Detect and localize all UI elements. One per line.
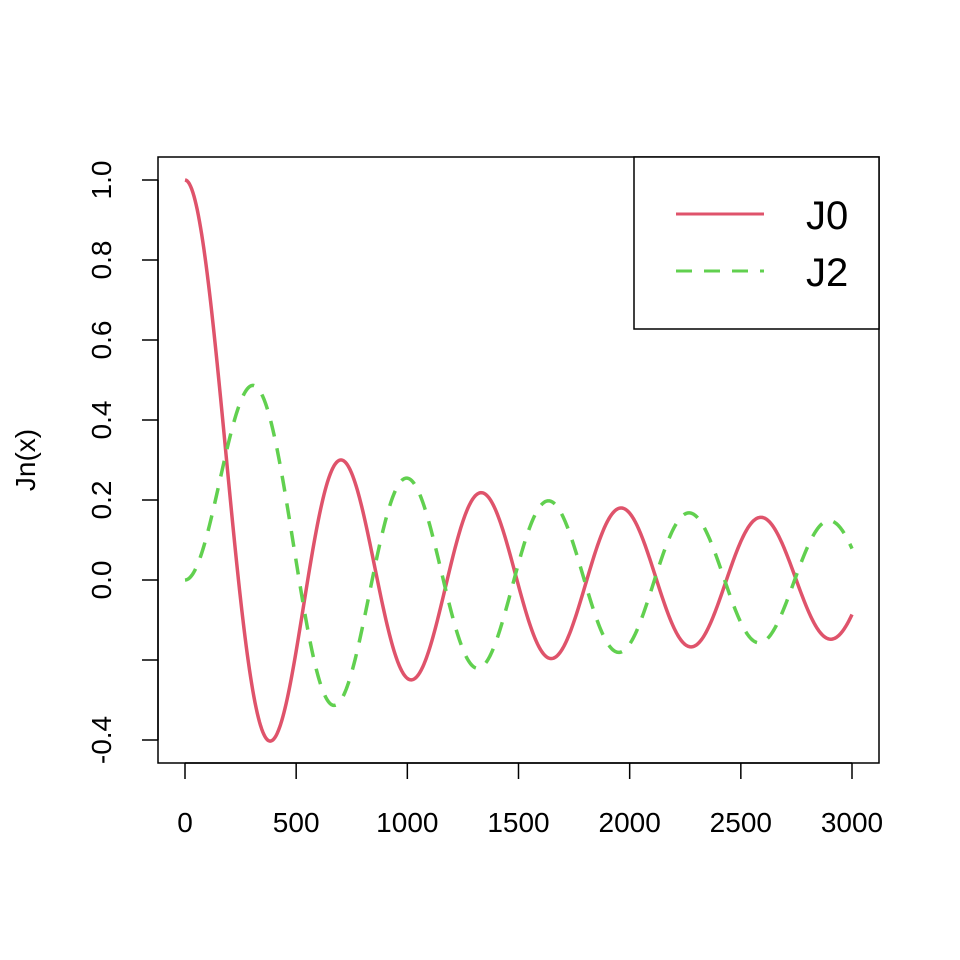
legend: J0 J2: [633, 156, 880, 330]
legend-box: [633, 156, 880, 330]
series-line-j2: [184, 383, 854, 708]
x-axis: 0 500 1000 1500 2000 2500 3000: [177, 762, 883, 838]
x-tick-label: 1000: [376, 807, 438, 838]
x-tick-label: 0: [177, 807, 193, 838]
legend-label-j0: J0: [806, 194, 848, 238]
y-tick-label: 0.2: [86, 481, 117, 520]
y-tick-label: 0.4: [86, 401, 117, 440]
y-tick-label: 0.6: [86, 321, 117, 360]
y-tick-label: 0.0: [86, 561, 117, 600]
series-line-j0: [184, 178, 854, 743]
series-layer: [184, 178, 854, 743]
x-tick-label: 1500: [487, 807, 549, 838]
x-tick-label: 3000: [821, 807, 883, 838]
legend-label-j2: J2: [806, 251, 848, 295]
y-tick-label: 1.0: [86, 161, 117, 200]
x-tick-label: 500: [273, 807, 320, 838]
x-tick-label: 2500: [710, 807, 772, 838]
x-tick-label: 2000: [599, 807, 661, 838]
y-axis-label: Jn(x): [10, 429, 41, 491]
y-tick-label: 0.8: [86, 241, 117, 280]
y-tick-label: -0.4: [86, 716, 117, 764]
y-axis: -0.4 0.0 0.2 0.4 0.6 0.8 1.0: [86, 161, 159, 764]
